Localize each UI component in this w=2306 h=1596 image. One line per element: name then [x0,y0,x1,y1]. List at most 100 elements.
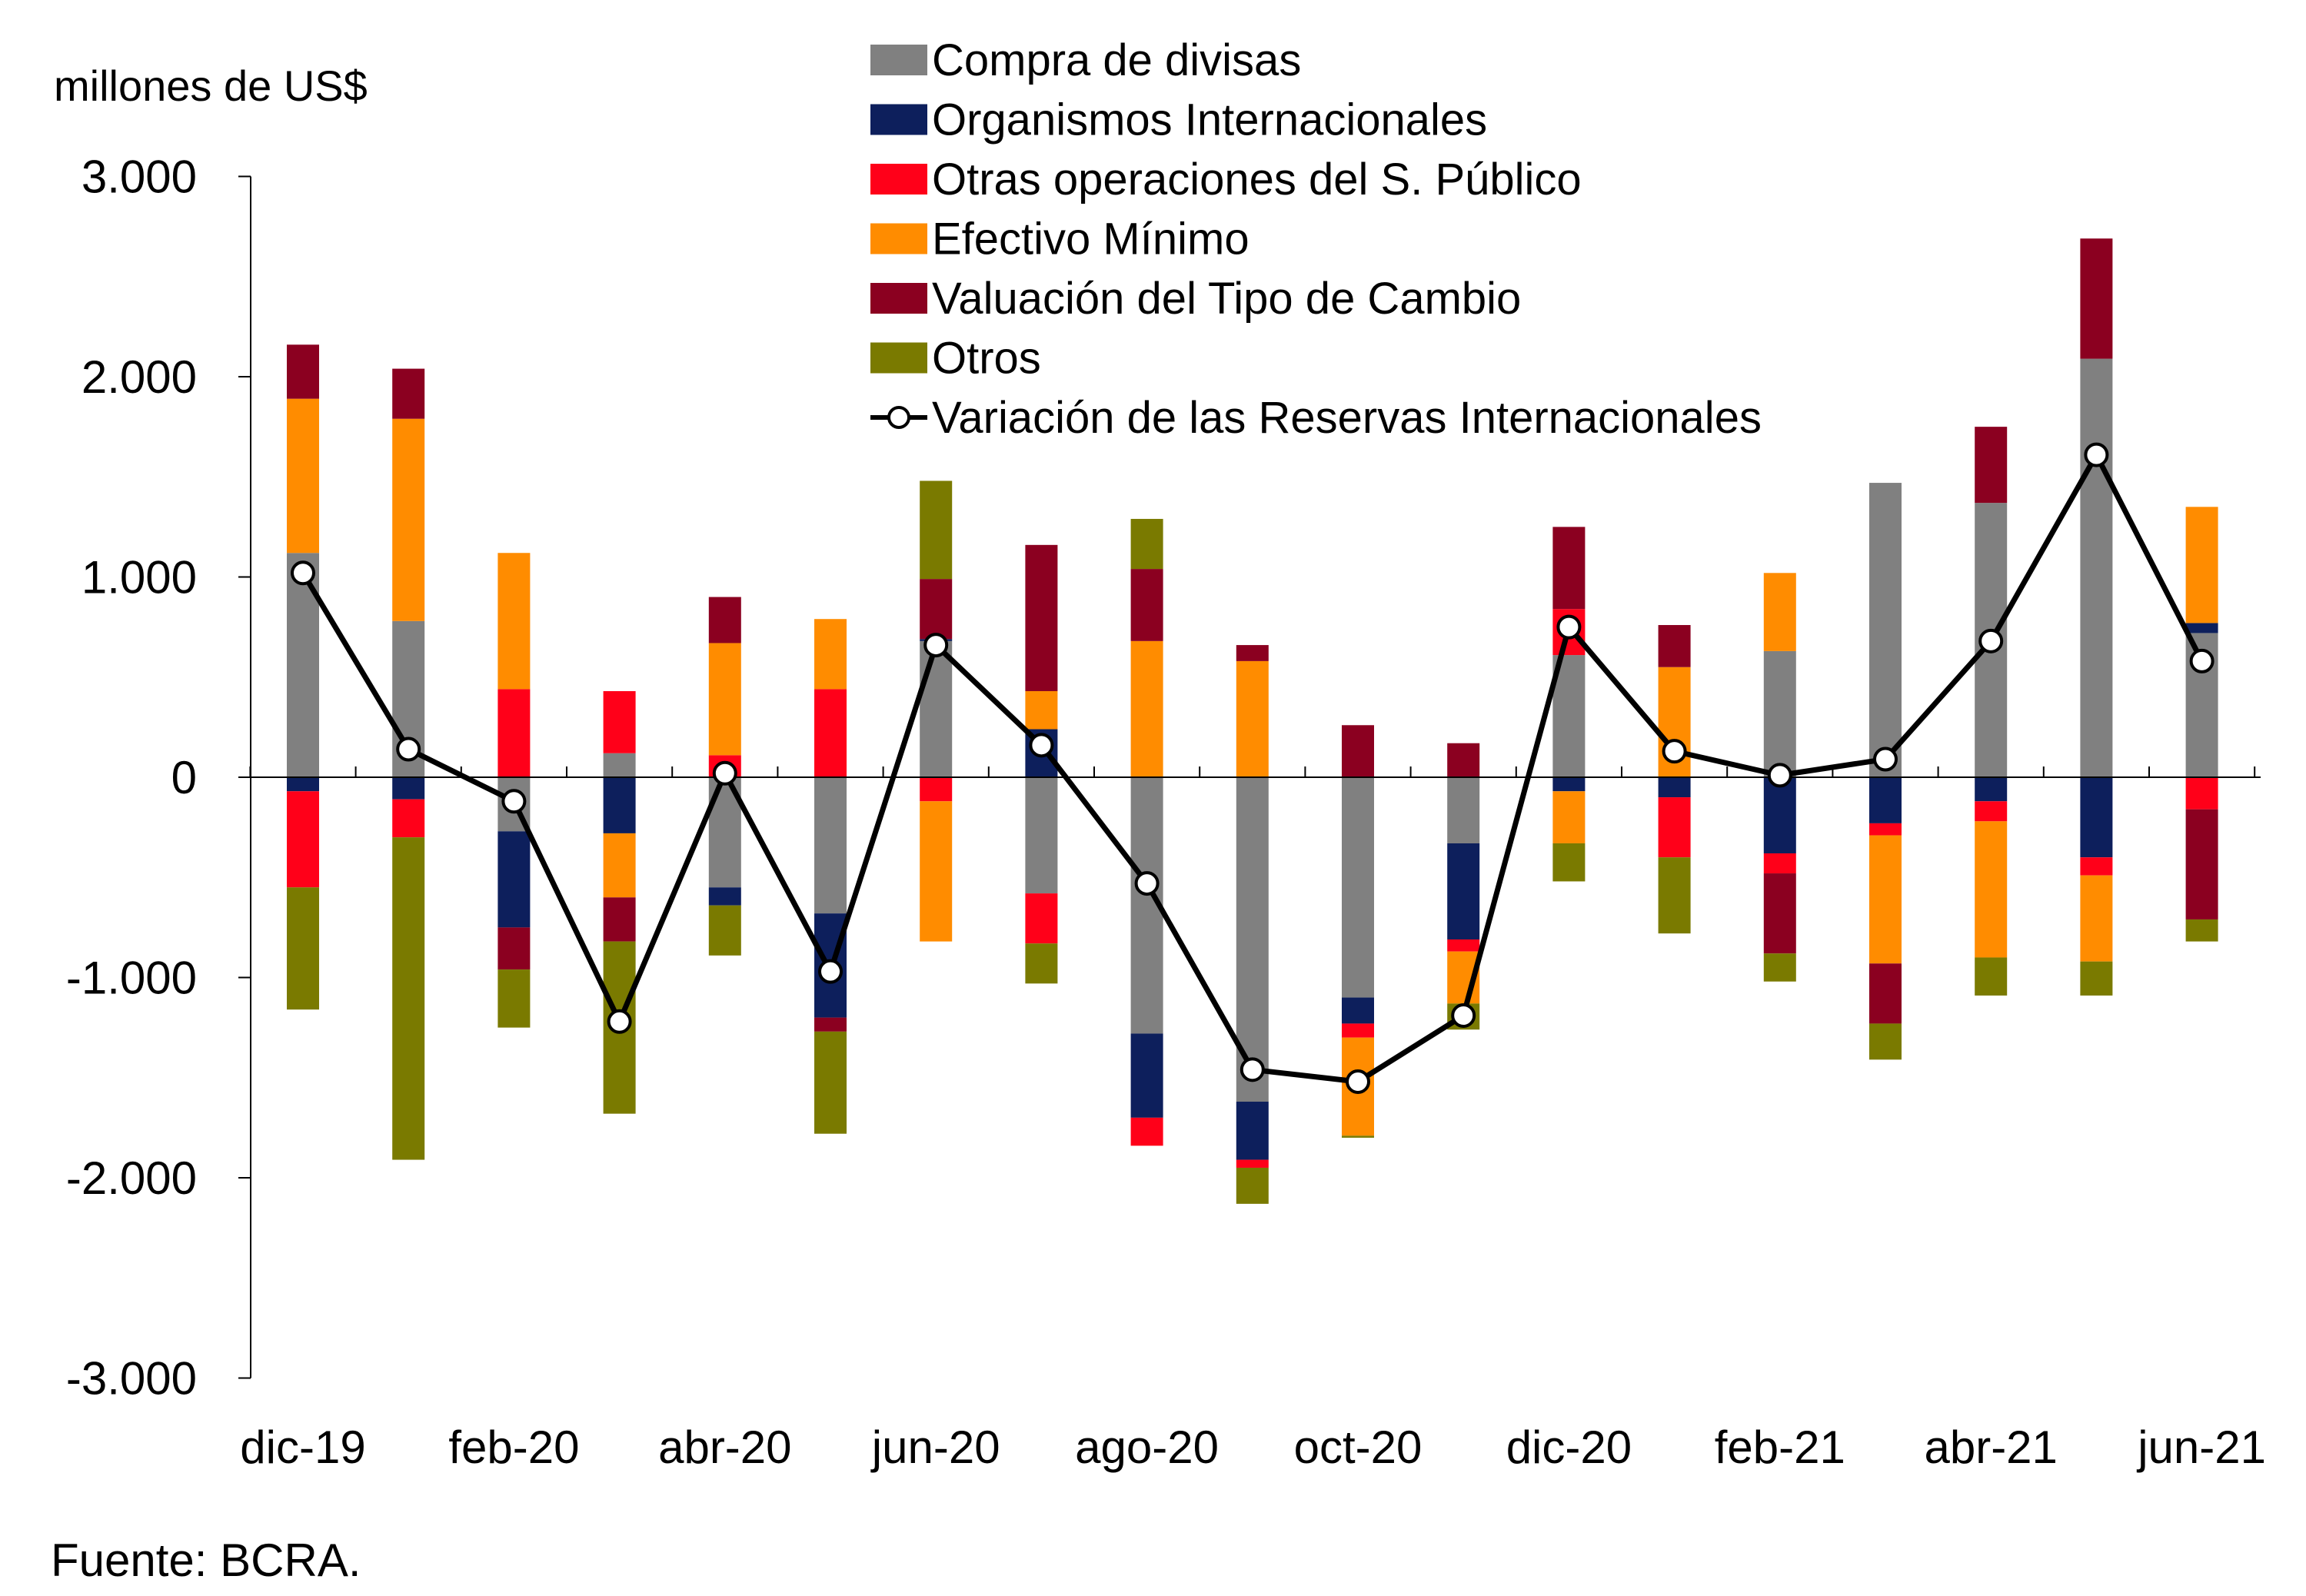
bar-segment-s5-ago-20 [1130,518,1163,570]
bar-segment-s0-may-21 [2080,358,2113,777]
bar-segment-s3-ago-20 [1130,640,1163,777]
line-point-mar-21 [1873,746,1898,772]
bar-segment-s1-mar-20 [603,777,636,833]
bar-segment-s2-mar-21 [1869,823,1902,836]
line-point-oct-20 [1346,1069,1370,1094]
bar-segment-s4-sep-20 [1236,645,1269,661]
bar-segment-s5-abr-21 [1975,957,2008,996]
x-tick-label: oct-20 [1294,1421,1423,1473]
line-point-ago-20 [1134,871,1160,896]
legend-label: Organismos Internacionales [932,95,1487,145]
x-axis: dic-19 feb-20 abr-20 jun-20 ago-20 oct-20 dic-… [240,1421,2266,1473]
y-tick-label: 1.000 [82,552,197,603]
bar-segment-s5-jul-20 [1025,943,1058,984]
line-point-jun-21 [2189,648,2214,673]
bar-segment-s0-mar-20 [603,753,636,777]
x-tick-label: abr-21 [1924,1421,2057,1473]
line-point-may-20 [818,959,843,984]
bar-segment-s0-jul-20 [1025,777,1058,894]
line-point-jul-20 [1029,733,1054,758]
bar-segment-s5-jun-20 [920,480,953,580]
bar-segment-s5-mar-21 [1869,1023,1902,1060]
bar-segment-s3-abr-21 [1975,821,2008,958]
bar-segment-s5-may-20 [814,1031,847,1134]
x-tick-label: dic-19 [240,1421,365,1473]
bar-segment-s5-dic-19 [287,887,319,1010]
bar-segment-s5-sep-20 [1236,1167,1269,1204]
bar-segment-s1-dic-19 [287,777,319,792]
bar-segment-s1-ene-20 [392,777,425,800]
bar-segment-s5-oct-20 [1342,1135,1374,1138]
bar-segment-s4-dic-20 [1552,527,1586,610]
bar-segment-s2-dic-19 [287,791,319,888]
x-tick-label: jun-21 [2136,1421,2266,1473]
line-point-sep-20 [1240,1057,1265,1082]
bar-segment-s5-feb-20 [497,969,531,1028]
legend-swatch [870,45,927,75]
bar-segment-s3-jul-20 [1025,690,1058,730]
bar-segment-s0-nov-20 [1447,777,1480,843]
line-point-feb-21 [1767,763,1792,788]
bar-segment-s1-feb-21 [1763,777,1796,853]
bar-segment-s0-dic-19 [287,553,319,777]
x-tick-label: abr-20 [658,1421,791,1473]
line-point-mar-20 [607,1009,632,1034]
bar-segment-s2-oct-20 [1342,1023,1374,1038]
bar-segment-s5-abr-20 [708,905,741,956]
bar-segment-s1-ene-21 [1658,777,1691,798]
bar-segment-s0-may-20 [814,777,847,914]
line-point-dic-19 [291,560,315,586]
y-tick-label: -1.000 [66,953,197,1004]
y-axis-label: millones de US$ [54,62,368,110]
bar-segment-s5-dic-20 [1552,843,1586,882]
bar-segment-s3-sep-20 [1236,660,1269,777]
legend: Compra de divisas Organismos Internaciona… [870,35,1762,443]
bar-series [287,238,2218,1204]
line-point-abr-21 [1978,628,2004,653]
source-note: Fuente: BCRA. [51,1534,361,1586]
legend-label: Compra de divisas [932,35,1301,85]
bar-segment-s4-ago-20 [1130,569,1163,641]
bar-segment-s2-abr-21 [1975,801,2008,822]
bar-segment-s2-jul-20 [1025,893,1058,944]
bar-segment-s4-jun-21 [2185,809,2218,919]
bar-segment-s4-nov-20 [1447,743,1480,777]
x-tick-label: dic-20 [1506,1421,1632,1473]
bar-segment-s4-oct-20 [1342,725,1374,777]
bar-segment-s1-oct-20 [1342,997,1374,1024]
bar-segment-s5-may-21 [2080,961,2113,996]
y-tick-label: -3.000 [66,1353,197,1405]
bar-segment-s0-jun-20 [920,640,953,777]
bar-segment-s1-abr-20 [708,887,741,906]
reserves-line [291,442,2214,1094]
line-point-dic-20 [1556,614,1582,640]
bar-segment-s4-jul-20 [1025,544,1058,691]
bar-segment-s1-may-21 [2080,777,2113,858]
bar-segment-s4-feb-20 [497,927,531,970]
bar-segment-s3-dic-20 [1552,791,1586,843]
x-tick-label: feb-20 [448,1421,579,1473]
line-point-abr-20 [712,760,737,786]
legend-line-marker [887,406,910,429]
bar-segment-s4-ene-20 [392,368,425,419]
bar-segment-s4-mar-20 [603,897,636,942]
bar-segment-s2-ene-20 [392,799,425,838]
legend-label: Variación de las Reservas Internacionale… [932,393,1762,443]
bar-segment-s4-dic-19 [287,344,319,399]
bar-segment-s5-ene-21 [1658,857,1691,934]
line-point-ene-20 [396,736,421,762]
bar-segment-s2-feb-21 [1763,853,1796,874]
legend-label: Otros [932,334,1041,384]
legend-swatch [870,342,927,374]
bar-segment-s1-mar-21 [1869,777,1902,823]
bar-segment-s2-nov-20 [1447,939,1480,952]
bar-segment-s4-abr-20 [708,597,741,643]
bar-segment-s1-abr-21 [1975,777,2008,802]
legend-swatch [870,223,927,254]
bar-segment-s3-feb-21 [1763,573,1796,651]
bar-segment-s3-may-20 [814,619,847,690]
bar-segment-s2-jun-20 [920,777,953,802]
line-point-may-21 [2084,442,2109,467]
bar-segment-s4-may-20 [814,1017,847,1032]
